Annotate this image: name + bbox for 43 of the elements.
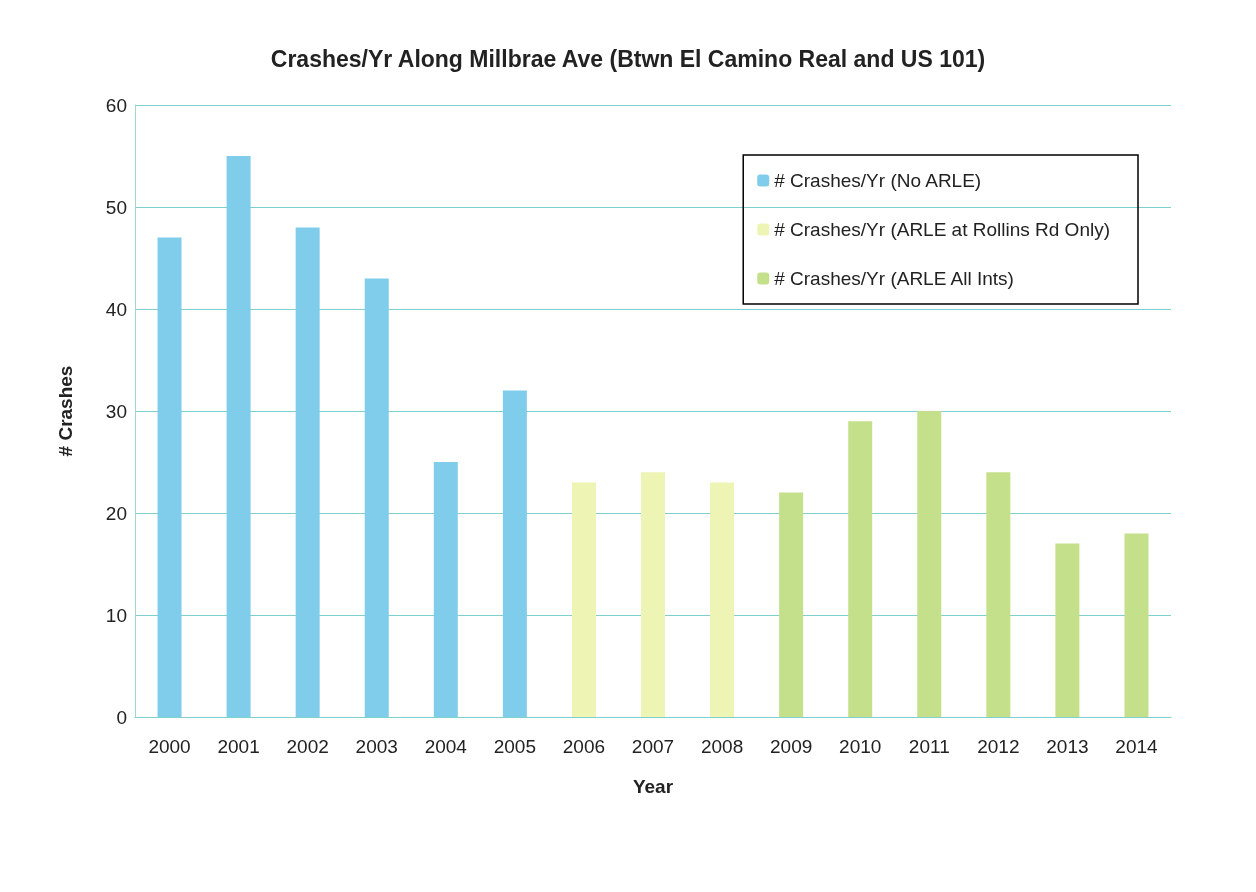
x-tick-label: 2000 <box>148 736 191 757</box>
bar <box>848 421 873 717</box>
x-tick-label: 2006 <box>562 736 606 757</box>
chart-title: Crashes/Yr Along Millbrae Ave (Btwn El Camino Real and US 101) <box>270 45 986 72</box>
bar <box>433 462 458 717</box>
x-tick-label: 2011 <box>908 736 950 757</box>
y-tick-label: 10 <box>105 604 127 626</box>
bar <box>779 492 804 717</box>
x-tick-label: 2005 <box>493 736 537 757</box>
y-tick-label: 60 <box>105 94 127 116</box>
x-tick-label: 2001 <box>217 736 260 757</box>
y-tick-label: 40 <box>105 298 127 320</box>
bar <box>710 482 735 717</box>
x-tick-label: 2012 <box>977 736 1020 757</box>
y-tick-label: 30 <box>105 400 127 422</box>
y-axis-title: # Crashes <box>55 365 76 457</box>
y-tick-label: 0 <box>116 706 127 728</box>
bar <box>986 472 1011 717</box>
y-tick-label: 50 <box>105 196 127 218</box>
bar <box>502 390 527 717</box>
x-tick-label: 2008 <box>700 736 744 757</box>
x-tick-label: 2007 <box>631 736 675 757</box>
bar <box>1124 533 1149 717</box>
x-tick-label: 2004 <box>424 736 468 757</box>
bar <box>1055 543 1080 717</box>
bar <box>364 278 389 717</box>
x-tick-label: 2002 <box>286 736 329 757</box>
bar <box>917 411 942 717</box>
bar <box>295 227 320 717</box>
x-tick-label: 2009 <box>769 736 813 757</box>
x-tick-label: 2013 <box>1046 736 1089 757</box>
bar <box>641 472 665 717</box>
x-tick-label: 2010 <box>839 736 882 757</box>
legend-label: # Crashes/Yr (No ARLE) <box>774 170 982 191</box>
x-tick-label: 2014 <box>1115 736 1159 757</box>
bar <box>571 482 596 717</box>
y-tick-label: 20 <box>105 502 127 524</box>
bar <box>157 237 182 717</box>
bar <box>226 156 251 717</box>
legend-label: # Crashes/Yr (ARLE at Rollins Rd Only) <box>774 219 1111 240</box>
x-tick-label: 2003 <box>355 736 398 757</box>
x-axis-title: Year <box>632 776 674 797</box>
legend-label: # Crashes/Yr (ARLE All Ints) <box>774 268 1014 289</box>
